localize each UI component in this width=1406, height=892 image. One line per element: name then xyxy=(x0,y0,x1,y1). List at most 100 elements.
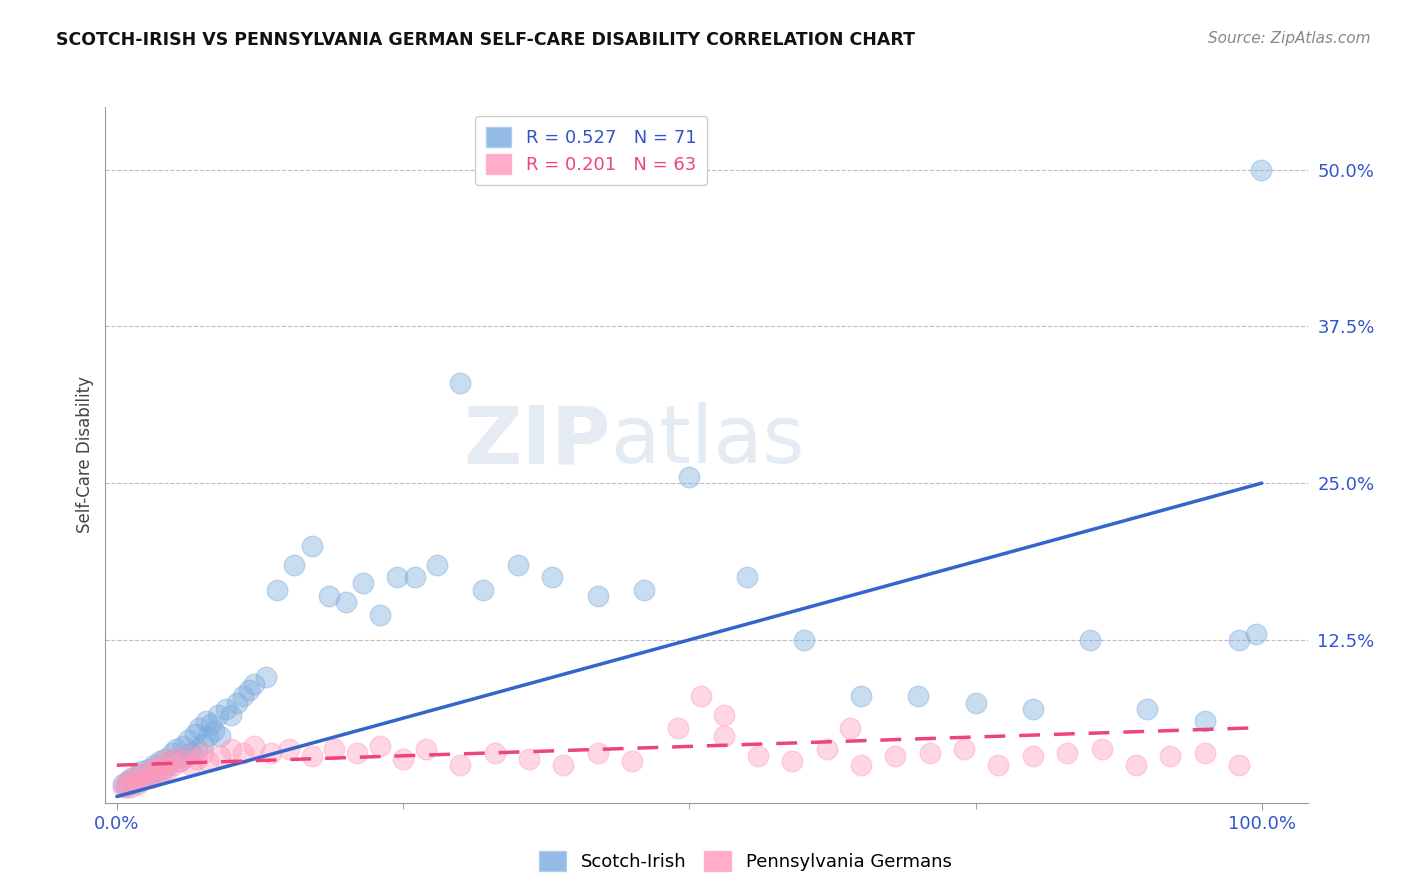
Point xyxy=(506,558,529,572)
Point xyxy=(266,582,288,597)
Point xyxy=(1136,702,1159,716)
Point xyxy=(884,749,907,764)
Point xyxy=(191,737,214,751)
Point xyxy=(117,774,139,789)
Point xyxy=(174,749,197,764)
Point xyxy=(184,727,207,741)
Point xyxy=(174,749,197,764)
Point xyxy=(163,752,186,766)
Point xyxy=(1022,749,1045,764)
Point xyxy=(180,758,202,772)
Point xyxy=(141,767,163,781)
Point xyxy=(115,780,138,794)
Point xyxy=(260,746,283,760)
Point xyxy=(138,764,160,779)
Legend: Scotch-Irish, Pennsylvania Germans: Scotch-Irish, Pennsylvania Germans xyxy=(531,844,959,879)
Point xyxy=(346,746,368,760)
Point xyxy=(122,771,145,785)
Point xyxy=(1250,162,1272,177)
Point xyxy=(1125,758,1147,772)
Point xyxy=(197,755,219,769)
Point xyxy=(392,752,415,766)
Point xyxy=(122,777,145,791)
Point xyxy=(283,558,305,572)
Point xyxy=(633,582,655,597)
Point xyxy=(172,739,194,754)
Point xyxy=(541,570,564,584)
Point xyxy=(1056,746,1078,760)
Point xyxy=(238,683,260,698)
Point xyxy=(157,762,180,776)
Point xyxy=(188,721,211,735)
Point xyxy=(368,739,391,754)
Point xyxy=(232,690,254,704)
Point xyxy=(849,690,872,704)
Point xyxy=(128,774,150,789)
Point xyxy=(115,777,138,791)
Point xyxy=(208,730,231,744)
Point xyxy=(208,749,231,764)
Point xyxy=(177,733,200,747)
Point xyxy=(142,762,165,776)
Point xyxy=(135,771,156,785)
Point xyxy=(1227,758,1250,772)
Point xyxy=(404,570,426,584)
Point xyxy=(169,755,191,769)
Point xyxy=(426,558,449,572)
Point xyxy=(254,670,277,684)
Point xyxy=(138,762,160,776)
Text: atlas: atlas xyxy=(610,402,804,480)
Point xyxy=(149,758,172,772)
Point xyxy=(517,752,540,766)
Point xyxy=(200,716,222,731)
Point xyxy=(907,690,929,704)
Point xyxy=(153,755,176,769)
Point xyxy=(146,767,169,781)
Point xyxy=(449,758,471,772)
Point xyxy=(180,746,202,760)
Point xyxy=(387,570,409,584)
Point xyxy=(747,749,769,764)
Point xyxy=(965,696,987,710)
Point xyxy=(1194,746,1216,760)
Point xyxy=(163,758,186,772)
Point xyxy=(117,774,139,789)
Point xyxy=(186,742,208,756)
Point xyxy=(131,767,153,781)
Point xyxy=(735,570,758,584)
Point xyxy=(1244,626,1267,640)
Point xyxy=(111,780,134,794)
Point xyxy=(666,721,689,735)
Point xyxy=(243,739,266,754)
Point xyxy=(301,539,323,553)
Point xyxy=(368,607,391,622)
Text: Source: ZipAtlas.com: Source: ZipAtlas.com xyxy=(1208,31,1371,46)
Point xyxy=(838,721,860,735)
Point xyxy=(149,755,172,769)
Point xyxy=(191,746,214,760)
Point xyxy=(318,589,340,603)
Point xyxy=(141,771,163,785)
Point xyxy=(352,576,374,591)
Point xyxy=(335,595,357,609)
Point xyxy=(127,777,149,791)
Point xyxy=(153,752,176,766)
Point xyxy=(226,696,249,710)
Point xyxy=(815,742,838,756)
Point xyxy=(157,758,180,772)
Point xyxy=(1090,742,1112,756)
Point xyxy=(120,780,142,794)
Point xyxy=(586,589,609,603)
Point xyxy=(169,755,191,769)
Point xyxy=(918,746,941,760)
Point xyxy=(586,746,609,760)
Legend: R = 0.527   N = 71, R = 0.201   N = 63: R = 0.527 N = 71, R = 0.201 N = 63 xyxy=(475,116,707,185)
Point xyxy=(1194,714,1216,729)
Point xyxy=(197,730,219,744)
Point xyxy=(202,724,225,739)
Text: SCOTCH-IRISH VS PENNSYLVANIA GERMAN SELF-CARE DISABILITY CORRELATION CHART: SCOTCH-IRISH VS PENNSYLVANIA GERMAN SELF… xyxy=(56,31,915,49)
Point xyxy=(160,752,183,766)
Point xyxy=(232,746,254,760)
Point xyxy=(793,632,815,647)
Point xyxy=(1159,749,1181,764)
